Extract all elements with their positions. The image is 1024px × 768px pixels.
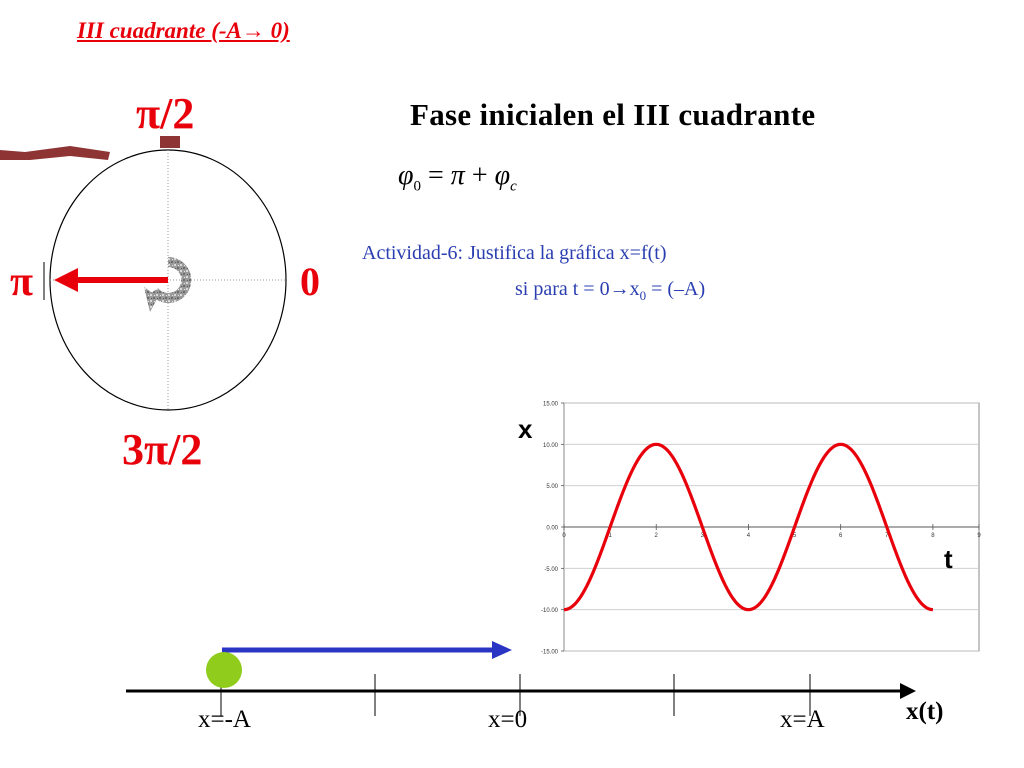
label-zero: 0 [300, 259, 320, 304]
position-label-minus-a: x=-A [198, 706, 251, 733]
oscillating-ball [206, 652, 242, 688]
phasor-arrow-head [54, 268, 78, 292]
velocity-arrow-head [492, 641, 512, 659]
chart-y-tick-label: -15.00 [541, 650, 559, 656]
page-heading: Fase inicialen el III cuadrante [410, 97, 816, 132]
hidden-label-fragment [0, 146, 110, 160]
chart-y-ticks: 15.00 10.00 5.00 0.00 -5.00 -10.00 -15.00 [541, 402, 564, 656]
phase-circle-diagram [0, 136, 287, 411]
chart-grid [564, 402, 979, 652]
activity-line-2-sub: 0 [639, 288, 647, 303]
formula-lhs: φ [398, 160, 414, 191]
chart-x-tick-label: 1 [608, 533, 612, 539]
chart-x-tick-label: 9 [977, 533, 981, 539]
chart-y-tick-label: 0.00 [546, 526, 558, 532]
label-3pi-over-2: 3π/2 [122, 425, 203, 474]
formula-eq: = [421, 160, 451, 191]
chart-x-tick-label: 8 [931, 533, 935, 539]
chart-y-tick-label: 15.00 [543, 402, 559, 408]
label-pi: π [10, 259, 34, 305]
motion-axis-arrowhead [900, 683, 916, 699]
chart-x-axis-label: t [944, 544, 953, 574]
chart-y-tick-label: -5.00 [544, 567, 558, 573]
chart-x-tick-label: 0 [562, 533, 566, 539]
chart-y-tick-label: -10.00 [541, 608, 559, 614]
position-label-a: x=A [780, 706, 825, 733]
chart-x-tick-label: 6 [839, 533, 843, 539]
formula-phi-sub: c [510, 178, 517, 195]
initial-phase-formula: φ0 = π + φc [398, 160, 517, 196]
chart-y-axis-label: x [518, 414, 533, 444]
activity-line-1: Actividad-6: Justifica la gráfica x=f(t) [362, 242, 667, 264]
chart-x-tick-label: 4 [747, 533, 751, 539]
activity-line-2-prefix: si para t = 0→x [515, 278, 640, 300]
phase-angle-arc [150, 256, 192, 303]
formula-lhs-sub: 0 [413, 178, 422, 195]
formula-plus: + [464, 160, 495, 191]
chart-y-tick-label: 10.00 [543, 443, 559, 449]
chart-x-tick-label: 3 [701, 533, 705, 539]
motion-axis-label: x(t) [906, 698, 944, 725]
position-time-chart: 15.00 10.00 5.00 0.00 -5.00 -10.00 -15.00 0 1 2 3… [541, 402, 981, 656]
activity-line-2: si para t = 0→x0 = (–A) [515, 278, 705, 304]
section-title: III cuadrante (-A→ 0) [77, 18, 290, 43]
label-pi-over-2: π/2 [136, 89, 195, 138]
phase-angle-arc-head [144, 287, 158, 312]
hidden-label-fragment [160, 136, 180, 148]
formula-pi: π [450, 160, 465, 191]
formula-phi: φ [494, 160, 511, 191]
position-label-zero: x=0 [488, 706, 528, 733]
chart-series-line [563, 442, 934, 612]
chart-x-tick-label: 7 [885, 533, 889, 539]
chart-x-tick-label: 5 [793, 533, 797, 539]
motion-axis-diagram [126, 641, 916, 716]
chart-x-tick-label: 2 [655, 533, 659, 539]
chart-y-tick-label: 5.00 [546, 484, 558, 490]
activity-line-2-suffix: = (–A) [646, 278, 706, 300]
